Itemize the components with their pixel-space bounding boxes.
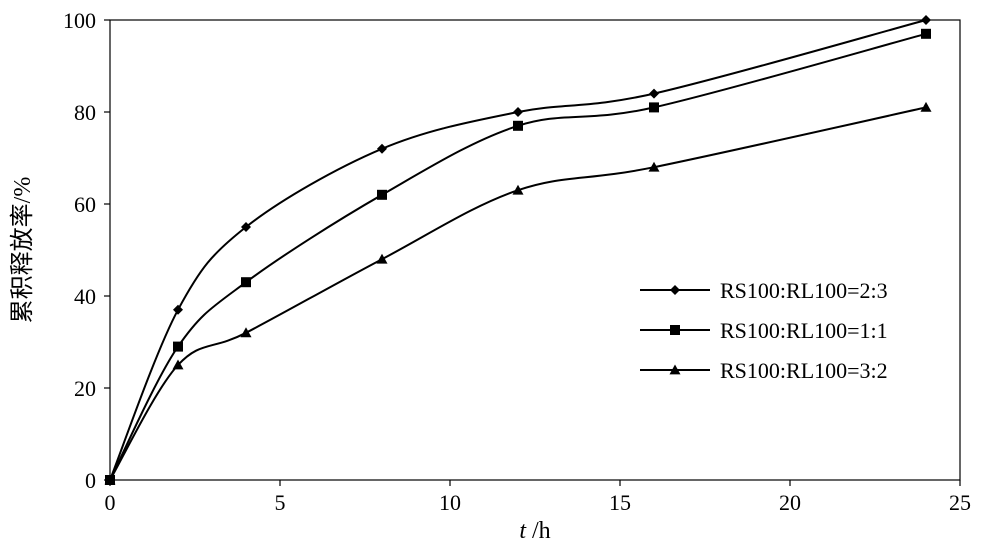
square-marker-icon (921, 29, 931, 39)
x-axis-title: t /h (519, 518, 550, 544)
y-tick-label: 40 (74, 284, 96, 309)
square-marker-icon (377, 190, 387, 200)
x-tick-label: 15 (609, 490, 631, 515)
legend-label: RS100:RL100=1:1 (720, 318, 888, 343)
y-tick-label: 60 (74, 192, 96, 217)
x-tick-label: 0 (105, 490, 116, 515)
square-marker-icon (173, 342, 183, 352)
y-tick-label: 100 (63, 8, 96, 33)
y-axis-title: 累积释放率/% (9, 177, 36, 324)
y-tick-label: 0 (85, 468, 96, 493)
square-marker-icon (513, 121, 523, 131)
x-tick-label: 25 (949, 490, 971, 515)
y-tick-label: 80 (74, 100, 96, 125)
x-tick-label: 10 (439, 490, 461, 515)
chart-container: 0 5 10 15 20 25 0 20 40 60 80 100 t /h 累积释放率/% RS100:R… (0, 0, 1000, 560)
square-marker-icon (649, 102, 659, 112)
x-tick-label: 5 (275, 490, 286, 515)
square-marker-icon (241, 277, 251, 287)
release-rate-chart: 0 5 10 15 20 25 0 20 40 60 80 100 t /h 累积释放率/% RS100:R… (0, 0, 1000, 560)
legend-label: RS100:RL100=3:2 (720, 358, 888, 383)
legend-label: RS100:RL100=2:3 (720, 278, 888, 303)
y-tick-label: 20 (74, 376, 96, 401)
square-marker-icon (670, 325, 680, 335)
x-tick-label: 20 (779, 490, 801, 515)
